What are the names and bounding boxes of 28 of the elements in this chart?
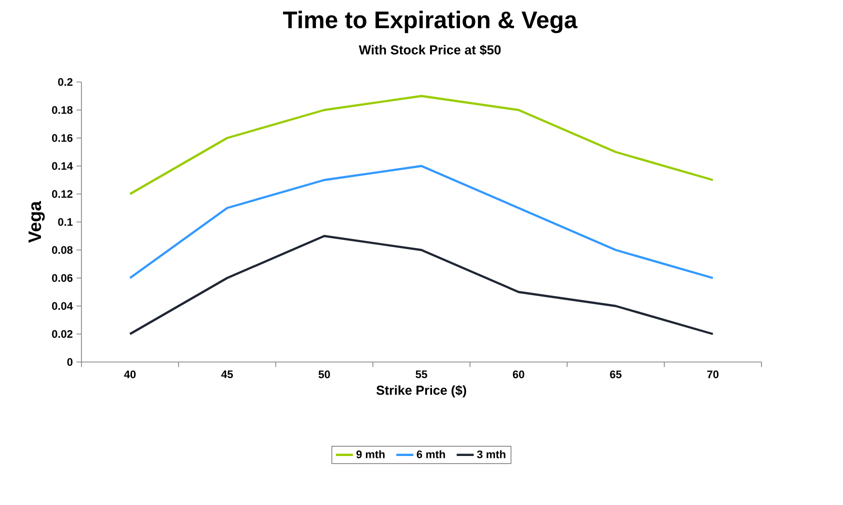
y-tick-label: 0.04 (52, 302, 73, 310)
x-tick-label: 40 (124, 370, 136, 378)
line-series (128, 94, 714, 196)
y-tick-label: 0.02 (52, 330, 72, 338)
line-series (128, 164, 714, 280)
y-tick-label: 0.18 (52, 106, 73, 114)
x-axis-title: Strike Price ($) (376, 385, 466, 398)
legend-label: 6 mth (416, 450, 445, 458)
y-tick-label: 0.16 (52, 134, 73, 142)
x-tick-label: 45 (221, 370, 233, 378)
y-tick-label: 0.2 (58, 78, 72, 86)
y-tick-label: 0.08 (52, 246, 73, 254)
legend-label: 9 mth (356, 450, 385, 458)
x-tick-label: 70 (707, 370, 718, 378)
y-tick-label: 0.12 (52, 190, 72, 198)
y-tick-label: 0.06 (52, 274, 73, 282)
x-tick-label: 50 (318, 370, 330, 378)
x-tick-label: 60 (512, 370, 524, 378)
chart-title: Time to Expiration & Vega (283, 10, 578, 34)
legend-label: 3 mth (477, 450, 506, 458)
x-tick-label: 55 (416, 370, 428, 378)
y-axis-title: Vega (28, 200, 45, 243)
y-tick-label: 0.1 (58, 218, 73, 226)
y-tick-label: 0.14 (52, 162, 73, 170)
line-series (128, 234, 714, 336)
x-tick-label: 65 (610, 370, 622, 378)
chart-subtitle: With Stock Price at $50 (358, 44, 501, 56)
y-tick-label: 0 (67, 358, 72, 366)
